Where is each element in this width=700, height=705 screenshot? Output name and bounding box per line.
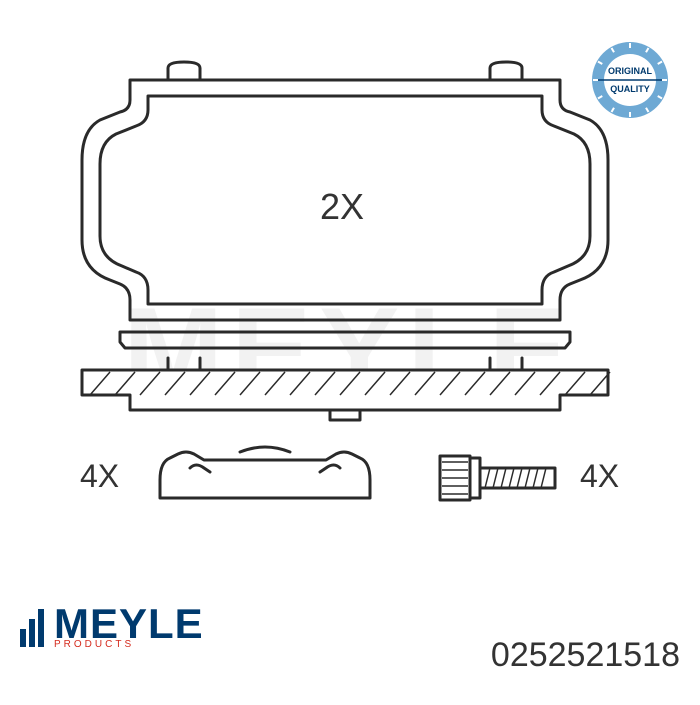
- technical-diagram: [0, 0, 700, 700]
